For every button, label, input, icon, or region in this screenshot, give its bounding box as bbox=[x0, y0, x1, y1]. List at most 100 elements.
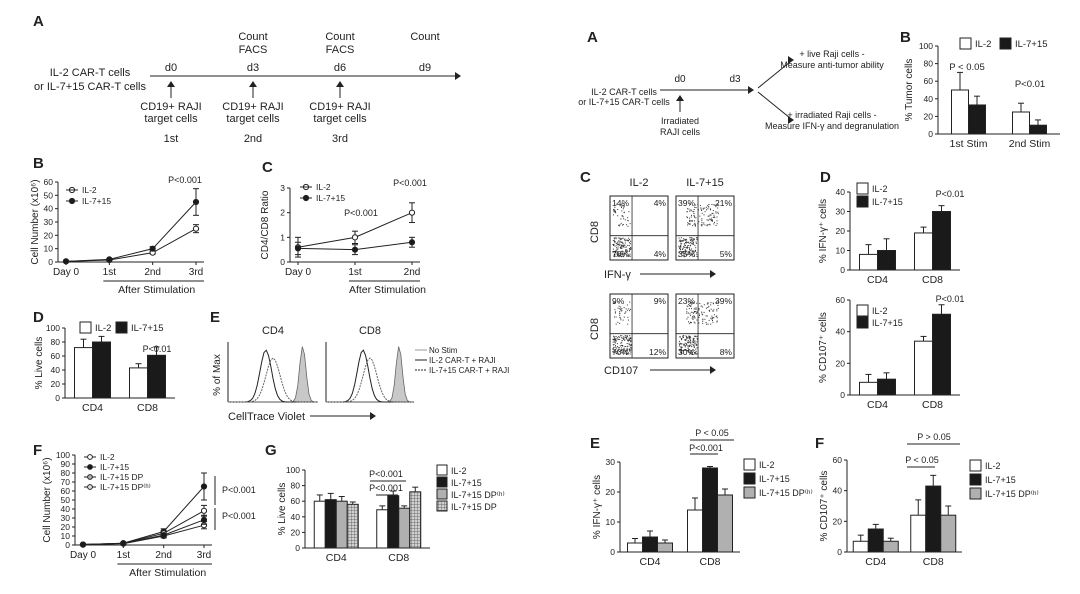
right-A-irr1: Irradiated bbox=[661, 116, 699, 126]
left-D-pval: P<0.01 bbox=[143, 344, 172, 354]
right-E-legend-item: IL-2 bbox=[759, 460, 775, 470]
right-C-row2-x-label: CD107 bbox=[604, 365, 638, 377]
right-F-bar-CD4-1 bbox=[867, 528, 884, 553]
right-E-bar-CD4-1 bbox=[642, 536, 658, 553]
right-B-y-tick-label: 60 bbox=[924, 76, 934, 86]
right-F-bar-CD8-0 bbox=[910, 514, 927, 553]
left-G-y-tick-label: 20 bbox=[291, 527, 301, 537]
right-D1-swatch-0 bbox=[856, 182, 869, 195]
right-D2-y-tick-label: 0 bbox=[840, 390, 845, 400]
left-C-x-label: After Stimulation bbox=[349, 284, 426, 296]
right-C-quad-ll-2: 70% bbox=[612, 347, 629, 357]
left-G-pval-1: P<0.001 bbox=[369, 483, 403, 493]
left-F-y-tick-label: 100 bbox=[56, 450, 70, 460]
left-B-point-1-2 bbox=[149, 245, 156, 252]
left-B-series-line-1 bbox=[65, 201, 197, 262]
left-D-y-tick-label: 20 bbox=[51, 379, 61, 389]
left-F-y-tick-label: 50 bbox=[61, 495, 71, 505]
right-E-y-tick-label: 30 bbox=[606, 457, 616, 467]
left-D-legend-item: IL-2 bbox=[95, 323, 111, 334]
right-F-pval-0: P < 0.05 bbox=[905, 455, 939, 465]
left-D-x-tick-label: CD8 bbox=[137, 402, 158, 414]
left-F-x-tick-label: 2nd bbox=[155, 550, 172, 561]
left-A-row2: or IL-7+15 CAR-T cells bbox=[34, 81, 146, 93]
left-G-legend-swatch-0 bbox=[436, 464, 448, 476]
right-D2-x-tick-label: CD8 bbox=[922, 399, 943, 411]
left-A-stim-2: 3rd bbox=[332, 133, 348, 145]
left-A-label: A bbox=[33, 13, 44, 30]
right-A-bot1: + irradiated Raji cells - bbox=[787, 110, 876, 120]
right-B-legend-item: IL-7+15 bbox=[1015, 39, 1048, 50]
left-F-x-tick-label: 1st bbox=[117, 550, 131, 561]
right-E-bar-CD4-2 bbox=[657, 542, 673, 553]
left-F-y-tick-label: 80 bbox=[61, 468, 71, 478]
left-E-nostim-hist-1 bbox=[326, 346, 414, 403]
right-E-x-tick-label: CD8 bbox=[699, 556, 720, 568]
left-B-legend-item-1: IL-7+15 bbox=[82, 196, 111, 206]
right-E-swatch-0 bbox=[743, 458, 756, 471]
right-F: CD4 CD8 % CD107⁺ cells bbox=[819, 471, 957, 568]
left-F-legend-item-3: IL-7+15 DP⁽ʰ⁾ bbox=[100, 482, 151, 492]
left-F-series-line-1 bbox=[82, 486, 205, 546]
right-D2-x-tick-label: CD4 bbox=[867, 399, 888, 411]
right-A-row1: IL-2 CAR-T cells bbox=[591, 87, 657, 97]
left-A-top2-2: FACS bbox=[326, 44, 355, 56]
right-E-y-tick-label: 0 bbox=[610, 547, 615, 557]
right-B: 1st Stim 2nd Stim % Tumor cells bbox=[904, 59, 1050, 150]
left-B-x-tick-label: 3rd bbox=[189, 267, 203, 278]
left-F-y-tick-label: 30 bbox=[61, 513, 71, 523]
left-A-day-1: d3 bbox=[247, 62, 259, 74]
left-C-y-tick-label: 0 bbox=[280, 257, 285, 267]
right-C-quad-lr-3: 8% bbox=[720, 347, 733, 357]
left-D-y-tick-label: 40 bbox=[51, 365, 61, 375]
left-F-legend-marker-0 bbox=[87, 454, 93, 460]
left-B-y-tick-label: 50 bbox=[44, 190, 54, 200]
left-G-bar-CD4-2 bbox=[335, 500, 348, 549]
right-F-pval-1: P > 0.05 bbox=[917, 432, 951, 442]
left-B-y-tick-label: 40 bbox=[44, 204, 54, 214]
left-D-swatch-0 bbox=[79, 321, 92, 334]
right-C-row1-x-label: IFN-γ bbox=[604, 269, 631, 281]
right-E-swatch-1 bbox=[743, 472, 756, 485]
right-A-d0: d0 bbox=[674, 74, 686, 85]
right-D2-bar-CD8-0 bbox=[914, 340, 933, 396]
right-E-pval-0: P<0.001 bbox=[689, 443, 723, 453]
right-A-bot2: Measure IFN-γ and degranulation bbox=[765, 121, 899, 131]
right-B-swatch-0 bbox=[959, 37, 972, 50]
left-A-target2-2: target cells bbox=[313, 113, 367, 125]
left-B-y-tick-label: 30 bbox=[44, 217, 54, 227]
right-B-y-tick-label: 0 bbox=[928, 129, 933, 139]
left-G-y-tick-label: 0 bbox=[295, 543, 300, 553]
left-B-y-tick-label: 20 bbox=[44, 230, 54, 240]
left-A-stim-arrow-0 bbox=[167, 81, 175, 87]
left-D-legend-item: IL-7+15 bbox=[131, 323, 164, 334]
right-C-row2-y-label: CD8 bbox=[589, 318, 601, 340]
right-F-bar-CD8-2 bbox=[940, 514, 957, 553]
right-F-x-tick-label: CD8 bbox=[923, 556, 944, 568]
left-B-point-0-3 bbox=[192, 225, 200, 232]
right-F-bar-CD8-1 bbox=[925, 485, 942, 553]
right-E-bar-CD8-2 bbox=[717, 494, 733, 553]
right-C-facs-dots-3 bbox=[678, 301, 719, 355]
left-E-x-label: CellTrace Violet bbox=[228, 411, 305, 423]
right-D1-x-tick-label: CD4 bbox=[867, 274, 888, 286]
right-D1-pval: P<0.01 bbox=[936, 189, 965, 199]
left-C-x-tick-label: Day 0 bbox=[285, 267, 312, 278]
right-E-bar-CD8-1 bbox=[702, 467, 718, 553]
left-C-x-tick-label: 1st bbox=[348, 267, 362, 278]
right-D1-y-tick-label: 40 bbox=[836, 187, 846, 197]
left-B-y-tick-label: 0 bbox=[48, 257, 53, 267]
left-F-legend-marker-1 bbox=[87, 464, 93, 470]
left-C-point-0-1 bbox=[351, 234, 359, 241]
right-E-bar-CD4-0 bbox=[627, 542, 643, 553]
right-E-legend-item: IL-7+15 DP⁽ʰ⁾ bbox=[759, 488, 813, 498]
right-C-col-0: IL-2 bbox=[630, 177, 649, 189]
right-D2-legend-item: IL-2 bbox=[872, 306, 888, 316]
right-B-x-tick-label: 1st Stim bbox=[950, 138, 988, 150]
left-G-y-tick-label: 40 bbox=[291, 512, 301, 522]
right-D2-y-tick-label: 60 bbox=[836, 295, 846, 305]
left-B-x-label: After Stimulation bbox=[118, 284, 195, 296]
right-F-x-tick-label: CD4 bbox=[865, 556, 886, 568]
right-C-quad-ur-2: 9% bbox=[654, 296, 667, 306]
right-C-row2-x-arrow bbox=[710, 366, 716, 374]
